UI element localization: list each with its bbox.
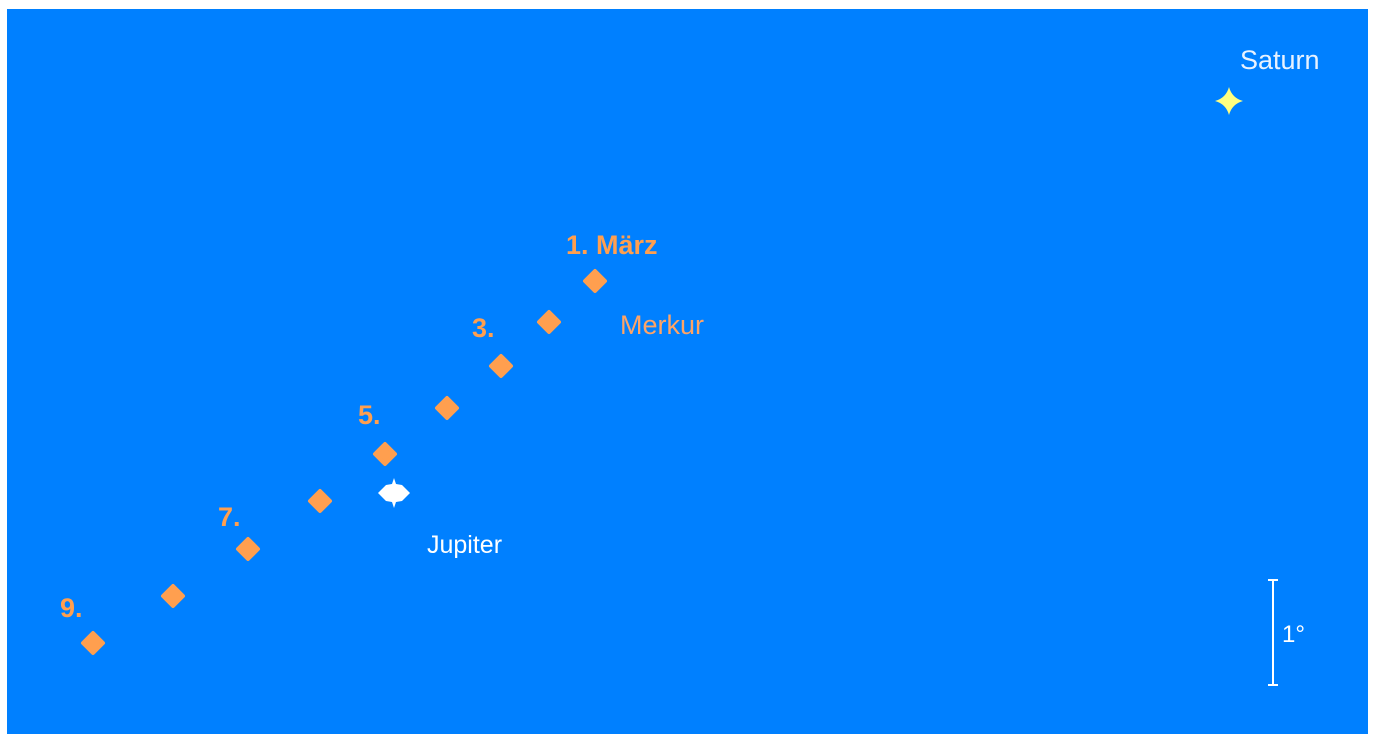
mercury-position-icon <box>435 396 459 420</box>
mercury-position-icon <box>81 631 105 655</box>
mercury-track: 1. März 3. 5. 7. 9. <box>60 230 658 655</box>
jupiter-marker <box>378 478 410 508</box>
jupiter-label: Jupiter <box>427 531 502 559</box>
mercury-position-icon <box>489 354 513 378</box>
mercury-position-icon <box>373 442 397 466</box>
merkur-label: Merkur <box>620 310 704 340</box>
mercury-date-label: 5. <box>358 400 381 430</box>
mercury-position-icon <box>161 584 185 608</box>
mercury-position-icon <box>308 489 332 513</box>
sky-background <box>7 9 1368 734</box>
mercury-date-label: 9. <box>60 593 83 623</box>
saturn-star-icon <box>1215 87 1243 115</box>
scale-bar-icon <box>1268 579 1278 686</box>
saturn-label: Saturn <box>1240 45 1320 75</box>
scale-label: 1° <box>1282 621 1305 648</box>
mercury-position-icon <box>537 310 561 334</box>
jupiter-disk-icon <box>385 484 403 502</box>
mercury-position-icon <box>236 537 260 561</box>
mercury-date-label: 7. <box>218 502 241 532</box>
mercury-date-label: 3. <box>472 313 495 343</box>
mercury-position-icon <box>583 269 607 293</box>
mercury-date-label: 1. März <box>566 230 658 260</box>
